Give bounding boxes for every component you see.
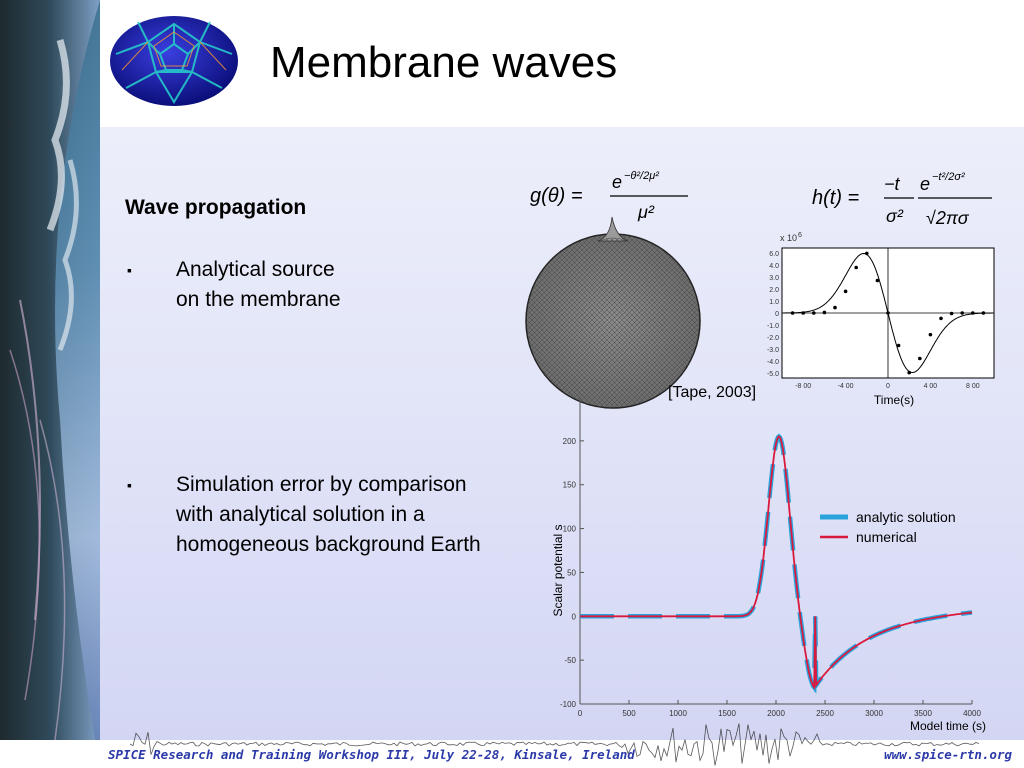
eq-h-num: −t (884, 174, 901, 194)
ht-data-point (875, 278, 880, 283)
source-time-function-plot: 6.0 4.0 3.0 2.0 1.0 0 -1.0 -2.0 -3.0 -4.0 -5.0 -8 0… (767, 232, 995, 407)
eq-h-den: σ² (886, 206, 904, 226)
equation-g-theta: g(θ) = e −θ²/2μ² μ² (530, 170, 688, 222)
equation-h-t: h(t) = −t σ² e −t²/2σ² √2πσ (812, 171, 992, 228)
ht-data-point (918, 356, 922, 361)
eq-h-den2: √2πσ (926, 208, 970, 228)
ht-xtick-label: 8 00 (966, 383, 980, 390)
eq-h-exp: −t²/2σ² (932, 171, 965, 183)
bullet-analytical-source: Analytical source on the membrane (176, 255, 341, 315)
ht-multiplier-exp: 6 (798, 232, 802, 239)
series-numerical-line (580, 435, 973, 690)
main-xtick-label: 4000 (963, 709, 981, 718)
ht-xtick-label: 0 (886, 383, 890, 390)
main-ytick-label: 200 (563, 437, 577, 446)
bullet-marker: ▪ (127, 477, 132, 493)
ht-xtick-label: 4 00 (924, 383, 938, 390)
ht-ytick-label: -4.0 (767, 359, 779, 366)
slide-header (100, 0, 1024, 127)
main-xtick-label: 3000 (865, 709, 883, 718)
bullet-marker: ▪ (127, 262, 132, 278)
membrane-sphere-mesh (525, 216, 701, 409)
ht-data-point (843, 289, 848, 294)
ht-data-point (939, 316, 943, 321)
eq-h-exp-base: e (920, 174, 930, 194)
footer-website-link[interactable]: www.spice-rtn.org (884, 747, 1012, 762)
ht-ytick-label: 2.0 (769, 287, 779, 294)
series-analytic-line (580, 433, 973, 694)
ht-data-point (790, 311, 795, 315)
ht-data-point (907, 370, 911, 375)
main-xlabel: Model time (s) (910, 719, 986, 733)
main-ytick-label: 50 (567, 568, 576, 577)
bullet-line: homogeneous background Earth (176, 533, 481, 556)
eq-g-lhs: g(θ) = (530, 185, 583, 207)
ht-data-point (822, 310, 827, 315)
ht-multiplier: x 10 (780, 233, 797, 243)
main-xtick-label: 2500 (816, 709, 834, 718)
ht-data-point (865, 251, 869, 256)
earth-space-image (0, 0, 100, 768)
ht-data-point (971, 311, 975, 315)
ht-data-point (812, 311, 816, 315)
main-ylabel: Scalar potential s (551, 524, 565, 616)
ht-ytick-label: 6.0 (769, 251, 779, 258)
ht-data-point (949, 311, 954, 316)
ht-data-point (960, 311, 964, 315)
main-ytick-label: 0 (572, 612, 577, 621)
ht-xtick-label: -4 00 (838, 383, 854, 390)
ht-data-point (896, 343, 901, 348)
bullet-line: Analytical source (176, 258, 335, 281)
main-ytick-label: -50 (564, 656, 576, 665)
main-ytick-label: 150 (563, 481, 577, 490)
spice-logo (110, 16, 238, 106)
ht-data-point (801, 311, 805, 315)
citation: [Tape, 2003] (668, 384, 757, 401)
ht-ytick-label: -3.0 (767, 347, 779, 354)
eq-h-lhs: h(t) = (812, 187, 859, 209)
main-xtick-label: 2000 (767, 709, 785, 718)
eq-g-num: e (612, 172, 622, 192)
ht-data-point (928, 332, 933, 337)
legend-analytic-label: analytic solution (856, 509, 956, 525)
bullet-line: on the membrane (176, 288, 341, 311)
legend-numerical-label: numerical (856, 529, 917, 545)
ht-ytick-label: 3.0 (769, 275, 779, 282)
bullet-line: with analytical solution in a (176, 503, 425, 526)
main-xtick-label: 3500 (914, 709, 932, 718)
ht-ytick-label: 1.0 (769, 299, 779, 306)
seismogram-trace (129, 723, 980, 766)
ht-ytick-label: -5.0 (767, 371, 779, 378)
ht-data-point (854, 265, 858, 270)
eq-g-exp: −θ²/2μ² (624, 170, 659, 182)
ht-ytick-label: 0 (775, 311, 779, 318)
ht-xlabel: Time(s) (874, 393, 914, 407)
bullet-line: Simulation error by comparison (176, 473, 467, 496)
ht-data-point (981, 311, 986, 315)
ht-data-point (886, 311, 890, 315)
ht-ytick-label: -2.0 (767, 335, 779, 342)
main-xtick-label: 1500 (718, 709, 736, 718)
slide-title: Membrane waves (270, 38, 618, 87)
eq-g-den: μ² (637, 202, 655, 222)
seismogram-decoration (129, 723, 980, 766)
ht-ytick-label: -1.0 (767, 323, 779, 330)
main-ytick-label: -100 (560, 700, 577, 709)
main-xtick-label: 1000 (669, 709, 687, 718)
main-xtick-label: 0 (578, 709, 583, 718)
main-xtick-label: 500 (622, 709, 636, 718)
footer-workshop-text: SPICE Research and Training Workshop III… (108, 747, 635, 762)
bullet-simulation-error: Simulation error by comparison with anal… (176, 470, 481, 560)
ht-data-point (833, 305, 837, 310)
main-ytick-label: 100 (563, 525, 577, 534)
ht-xtick-label: -8 00 (795, 383, 811, 390)
subheading: Wave propagation (125, 196, 307, 219)
ht-ytick-label: 4.0 (769, 263, 779, 270)
